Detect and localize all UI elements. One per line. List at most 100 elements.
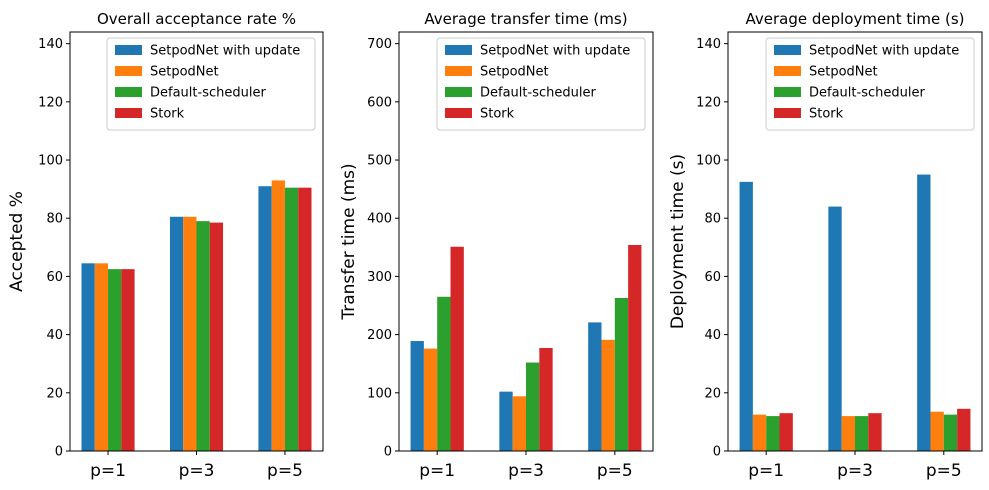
bar-2-s4-c1 [450, 246, 464, 451]
x-tick-label-3-0: p=1 [748, 461, 784, 481]
legend-swatch-2-2 [445, 66, 472, 76]
bar-1-s3-c3 [284, 187, 299, 452]
bar-3-s2-c2 [841, 416, 855, 451]
x-tick-label-3-2: p=5 [926, 461, 962, 481]
y-tick-label-1-3: 60 [46, 270, 63, 285]
bar-3-s1-c3 [917, 174, 931, 451]
legend-swatch-3-1 [774, 45, 801, 55]
bar-1-s4-c3 [298, 187, 312, 452]
legend-swatch-3-2 [774, 66, 801, 76]
bar-1-s4-c2 [209, 222, 224, 451]
bar-2-s1-c1 [410, 341, 424, 451]
bar-2-s1-c2 [499, 391, 513, 451]
legend-label-2-4: Stork [480, 107, 515, 122]
bar-3-s2-c1 [752, 414, 767, 451]
bar-3-s3-c1 [766, 416, 780, 451]
legend-label-1-2: SetpodNet [150, 65, 219, 80]
legend-label-3-1: SetpodNet with update [809, 44, 959, 59]
legend-swatch-1-4 [115, 108, 142, 118]
y-tick-label-2-5: 500 [367, 154, 392, 169]
y-tick-label-3-5: 100 [696, 154, 721, 169]
y-tick-label-2-7: 700 [367, 37, 392, 52]
bar-2-s3-c2 [526, 362, 540, 451]
y-tick-label-3-6: 120 [696, 95, 721, 110]
legend-label-1-3: Default-scheduler [150, 86, 266, 101]
legend-swatch-1-1 [115, 45, 142, 55]
legend-label-3-3: Default-scheduler [809, 86, 925, 101]
bar-1-s3-c2 [196, 221, 210, 451]
bar-1-s4-c1 [121, 269, 135, 451]
bar-1-s1-c1 [81, 263, 95, 451]
legend-label-2-2: SetpodNet [480, 65, 549, 80]
legend-swatch-1-3 [115, 87, 142, 97]
chart-title-3: Average deployment time (s) [745, 10, 964, 28]
y-tick-label-3-4: 80 [704, 212, 721, 227]
y-tick-label-1-1: 20 [46, 386, 63, 401]
legend-label-2-1: SetpodNet with update [480, 44, 630, 59]
bar-1-s2-c1 [94, 263, 109, 451]
bar-1-s2-c2 [183, 216, 197, 451]
y-tick-label-1-7: 140 [38, 37, 63, 52]
legend-frame-2 [436, 37, 646, 131]
bar-2-s2-c2 [512, 396, 526, 451]
y-tick-label-3-2: 40 [704, 328, 721, 343]
y-tick-label-2-1: 100 [367, 386, 392, 401]
legend-swatch-1-2 [115, 66, 142, 76]
legend-swatch-3-3 [774, 87, 801, 97]
bar-3-s3-c2 [855, 416, 869, 451]
x-tick-label-2-2: p=5 [597, 461, 633, 481]
bar-2-s3-c3 [614, 297, 629, 451]
bar-2-s4-c3 [628, 244, 642, 451]
bar-3-s3-c3 [943, 414, 958, 451]
x-tick-label-1-0: p=1 [90, 461, 126, 481]
y-tick-label-2-3: 300 [367, 270, 392, 285]
x-tick-label-1-1: p=3 [179, 461, 215, 481]
chart-title-2: Average transfer time (ms) [424, 10, 627, 28]
legend-label-2-3: Default-scheduler [480, 86, 596, 101]
y-tick-label-1-6: 120 [38, 95, 63, 110]
bar-3-s1-c1 [739, 181, 753, 451]
y-tick-label-2-2: 200 [367, 328, 392, 343]
legend-2: SetpodNet with update SetpodNet Default-sc… [436, 37, 646, 131]
x-tick-label-1-2: p=5 [267, 461, 303, 481]
bar-3-s4-c1 [779, 413, 793, 451]
y-tick-label-3-1: 20 [704, 386, 721, 401]
legend-swatch-3-4 [774, 108, 801, 118]
bar-2-s4-c2 [539, 348, 553, 451]
y-tick-label-1-0: 0 [55, 445, 63, 460]
y-tick-label-2-4: 400 [367, 212, 392, 227]
legend-3: SetpodNet with update SetpodNet Default-sc… [765, 37, 975, 131]
bar-3-s1-c2 [828, 206, 842, 451]
y-tick-label-1-4: 80 [46, 212, 63, 227]
y-axis-label-2: Transfer time (ms) [339, 163, 359, 320]
y-axis-label-3: Deployment time (s) [668, 154, 688, 329]
bar-2-s1-c3 [588, 322, 602, 451]
y-axis-label-1: Accepted % [7, 191, 27, 292]
legend-label-3-2: SetpodNet [809, 65, 878, 80]
bar-1-s2-c3 [271, 180, 285, 451]
x-tick-label-2-0: p=1 [419, 461, 455, 481]
bar-3-s4-c3 [957, 408, 971, 451]
bar-1-s1-c2 [169, 216, 184, 451]
legend-swatch-2-1 [445, 45, 472, 55]
legend-swatch-2-4 [445, 108, 472, 118]
x-tick-label-3-1: p=3 [837, 461, 873, 481]
legend-frame-1 [106, 37, 316, 131]
y-tick-label-2-6: 600 [367, 95, 392, 110]
legend-label-3-4: Stork [809, 107, 844, 122]
y-tick-label-1-5: 100 [38, 154, 63, 169]
legend-1: SetpodNet with update SetpodNet Default-sc… [106, 37, 316, 131]
y-tick-label-3-7: 140 [696, 37, 721, 52]
legend-label-1-1: SetpodNet with update [150, 44, 300, 59]
bar-2-s2-c3 [601, 339, 615, 451]
y-tick-label-2-0: 0 [384, 445, 392, 460]
bar-1-s3-c1 [108, 269, 122, 451]
chart-panel-3: 0 20 40 60 80 100 120 140 p=1 p=3 p=5 Average deplo… [668, 10, 983, 481]
bar-3-s4-c2 [868, 413, 882, 451]
legend-frame-3 [765, 37, 975, 131]
y-tick-label-3-0: 0 [713, 445, 721, 460]
legend-swatch-2-3 [445, 87, 472, 97]
chart-title-1: Overall acceptance rate % [97, 10, 296, 28]
y-tick-label-1-2: 40 [46, 328, 63, 343]
